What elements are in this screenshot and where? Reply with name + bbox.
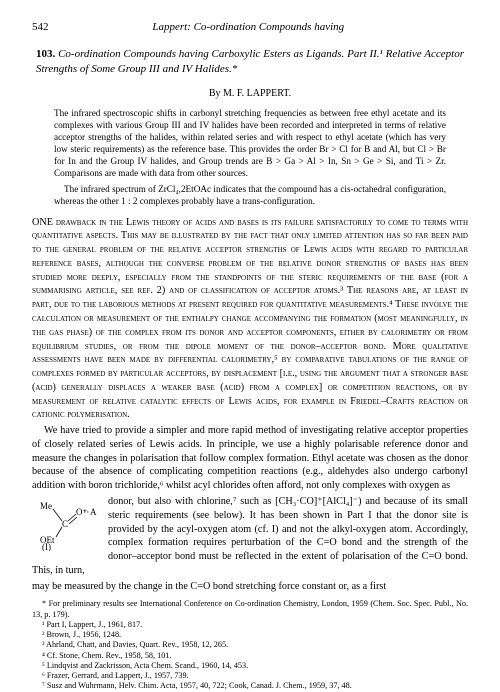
footnote-5: ⁵ Lindqvist and Zackrisson, Acta Chem. S… bbox=[32, 661, 468, 671]
running-title: Lappert: Co-ordination Compounds having bbox=[49, 20, 449, 35]
footnote-3: ³ Ahrland, Chatt, and Davies, Quart. Rev… bbox=[32, 640, 468, 650]
article-number: 103. bbox=[36, 48, 55, 60]
structure-me: Me bbox=[40, 501, 52, 511]
author-line: By M. F. LAPPERT. bbox=[32, 87, 468, 101]
article-title-text: Co-ordination Compounds having Carboxyli… bbox=[36, 48, 464, 75]
chemical-structure: Me C OEt O⁺ A (I) bbox=[32, 497, 102, 551]
body-paragraph-1: ONE drawback in the Lewis theory of acid… bbox=[32, 216, 468, 422]
footnote-6: ⁶ Frazer, Gerrard, and Lappert, J., 1957… bbox=[32, 671, 468, 681]
body-paragraph-2-start: We have tried to provide a simpler and m… bbox=[32, 424, 468, 493]
body-p1-text: ONE drawback in the Lewis theory of acid… bbox=[32, 217, 468, 421]
body-paragraph-2-final: may be measured by the change in the C=O… bbox=[32, 580, 468, 594]
footnote-star: * For preliminary results see Internatio… bbox=[32, 599, 468, 620]
structure-a: A bbox=[90, 507, 97, 517]
abstract-p1: The infrared spectroscopic shifts in car… bbox=[32, 108, 468, 180]
page-number: 542 bbox=[32, 20, 49, 35]
abstract-p2: The infrared spectrum of ZrCl₄,2EtOAc in… bbox=[32, 184, 468, 208]
structure-c: C bbox=[62, 519, 68, 529]
footnotes: * For preliminary results see Internatio… bbox=[32, 599, 468, 691]
footnote-7: ⁷ Susz and Wuhrmann, Helv. Chim. Acta, 1… bbox=[32, 681, 468, 691]
footnote-1: ¹ Part I, Lappert, J., 1961, 817. bbox=[32, 620, 468, 630]
footnote-2: ² Brown, J., 1956, 1248. bbox=[32, 630, 468, 640]
article-title: 103. Co-ordination Compounds having Carb… bbox=[32, 47, 468, 77]
footnote-4: ⁴ Cf. Stone, Chem. Rev., 1958, 58, 101. bbox=[32, 651, 468, 661]
structure-oplus: O⁺ bbox=[76, 507, 87, 517]
structure-icon: Me C OEt O⁺ A (I) bbox=[36, 497, 98, 551]
structure-label: (I) bbox=[42, 542, 51, 551]
page-header: 542 Lappert: Co-ordination Compounds hav… bbox=[32, 20, 468, 35]
